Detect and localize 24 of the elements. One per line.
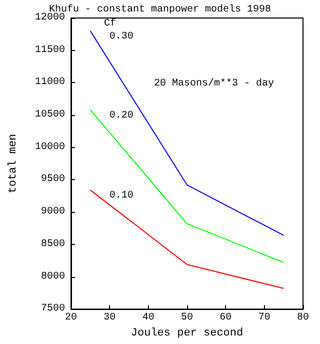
- y-tick-label: 12000: [34, 12, 65, 24]
- x-tick-label: 80: [296, 312, 310, 324]
- y-tick-label: 7500: [40, 304, 65, 315]
- y-tick-label: 10500: [34, 110, 65, 121]
- x-tick-label: 50: [180, 312, 194, 324]
- x-tick-label: 70: [258, 312, 270, 324]
- y-axis-title: total men: [8, 134, 20, 194]
- series-label: 0.30: [109, 31, 134, 42]
- y-tick-label: 10000: [34, 142, 65, 153]
- series-label: 0.20: [109, 110, 134, 122]
- annotation: Cf: [104, 18, 116, 30]
- x-tick-label: 20: [64, 312, 78, 324]
- y-tick-label: 11000: [34, 77, 65, 88]
- y-tick-label: 11500: [34, 44, 65, 56]
- x-axis-title: Joules per second: [130, 328, 244, 340]
- y-tick-label: 9000: [40, 206, 65, 218]
- y-tick-label: 8000: [40, 271, 65, 282]
- x-tick-label: 30: [104, 312, 116, 324]
- annotation: 20 Masons/m**3 - day: [154, 78, 274, 90]
- x-tick-label: 60: [220, 312, 232, 324]
- y-tick-label: 9500: [40, 174, 65, 186]
- y-tick-label: 8500: [40, 238, 65, 250]
- series-label: 0.10: [109, 190, 134, 202]
- x-tick-label: 40: [142, 312, 154, 324]
